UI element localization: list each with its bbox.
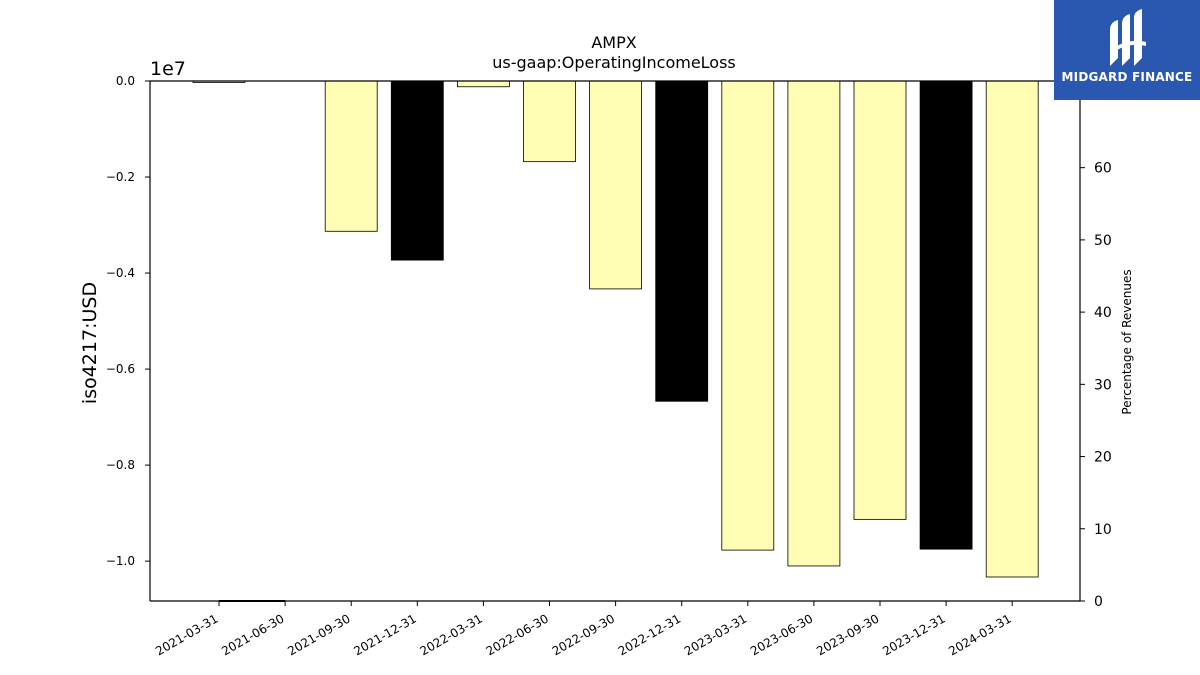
chart-subtitle: us-gaap:OperatingIncomeLoss: [492, 53, 736, 72]
x-tick-label: 2023-12-31: [880, 611, 947, 658]
x-tick-label: 2022-12-31: [616, 611, 683, 658]
y-offset-label: 1e7: [150, 58, 186, 80]
x-tick-label: 2021-03-31: [153, 611, 220, 658]
bar-2021-12-31: [390, 80, 444, 261]
x-tick-label: 2021-12-31: [351, 611, 418, 658]
y-tick-label: −0.8: [106, 458, 135, 472]
y-tick-label: −0.6: [106, 362, 135, 376]
x-tick-label: 2023-09-30: [814, 611, 881, 658]
bar-2023-12-31: [919, 80, 973, 550]
x-tick-label: 2021-06-30: [219, 611, 286, 658]
y2-tick-label: 60: [1094, 161, 1112, 177]
y-tick-label: 0.0: [116, 74, 135, 88]
y-tick-label: −0.4: [106, 266, 135, 280]
x-tick-label: 2022-06-30: [484, 611, 551, 658]
bars-group: [192, 80, 1039, 578]
bar-2022-06-30: [523, 80, 576, 163]
midgard-finance-logo: MIDGARD FINANCE: [1054, 0, 1200, 100]
y-axis-label: iso4217:USD: [79, 282, 101, 404]
y-tick-label: −1.0: [106, 554, 135, 568]
y2-tick-label: 50: [1094, 233, 1112, 249]
y-tick-label: −0.2: [106, 170, 135, 184]
x-tick-label: 2023-03-31: [682, 611, 749, 658]
bar-2023-03-31: [721, 80, 775, 551]
y2-tick-label: 30: [1094, 377, 1112, 393]
y2-tick-label: 40: [1094, 305, 1112, 321]
bar-2024-03-31: [985, 80, 1039, 578]
bar-2023-09-30: [853, 80, 907, 520]
chart-title: AMPX: [591, 33, 636, 52]
x-tick-label: 2022-03-31: [417, 611, 484, 658]
y2-tick-label: 20: [1094, 450, 1112, 466]
bar-2021-09-30: [324, 80, 378, 232]
bar-2022-12-31: [655, 80, 709, 402]
bar-2022-09-30: [589, 80, 642, 290]
x-tick-label: 2023-06-30: [748, 611, 815, 658]
x-tick-label: 2024-03-31: [946, 611, 1013, 658]
logo-mark-icon: [1110, 9, 1146, 66]
y2-tick-label: 10: [1094, 522, 1112, 538]
logo-text: MIDGARD FINANCE: [1061, 70, 1193, 84]
bar-2023-06-30: [787, 80, 841, 567]
x-tick-label: 2022-09-30: [550, 611, 617, 658]
x-tick-label: 2021-09-30: [285, 611, 352, 658]
y2-axis-label: Percentage of Revenues: [1120, 269, 1134, 414]
y2-tick-label: 0: [1094, 594, 1103, 610]
bar-2022-03-31: [456, 80, 510, 88]
